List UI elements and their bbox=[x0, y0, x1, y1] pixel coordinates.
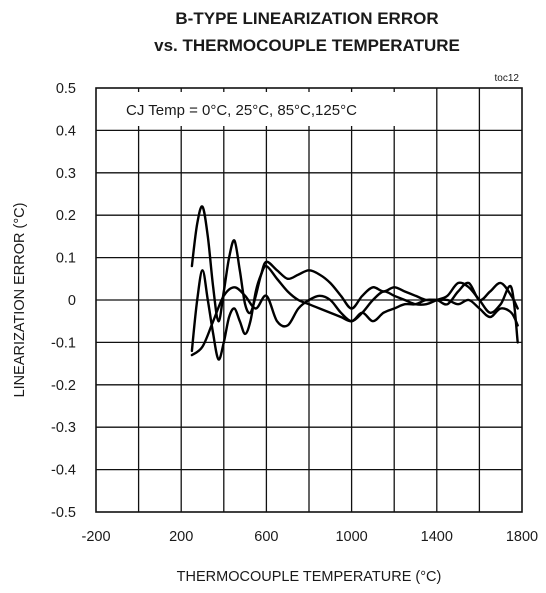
y-tick-label: 0.1 bbox=[56, 251, 76, 267]
legend-box bbox=[114, 92, 426, 126]
legend-text: CJ Temp = 0°C, 25°C, 85°C,125°C bbox=[126, 102, 357, 119]
x-tick-label: 1400 bbox=[421, 529, 453, 545]
y-tick-label: -0.4 bbox=[51, 463, 76, 479]
y-tick-label: -0.2 bbox=[51, 378, 76, 394]
series-line-2 bbox=[190, 264, 519, 361]
legend: CJ Temp = 0°C, 25°C, 85°C,125°C bbox=[114, 92, 426, 126]
x-tick-label: 200 bbox=[169, 529, 193, 545]
chart-title: B-TYPE LINEARIZATION ERROR bbox=[175, 9, 438, 28]
series-line-1 bbox=[190, 205, 519, 323]
toc-label: toc12 bbox=[495, 73, 520, 84]
x-tick-label: 600 bbox=[254, 529, 278, 545]
x-tick-label: 1000 bbox=[335, 529, 367, 545]
y-tick-label: 0.4 bbox=[56, 123, 76, 139]
y-tick-label: -0.3 bbox=[51, 420, 76, 436]
y-tick-label: 0.5 bbox=[56, 81, 76, 97]
y-tick-label: 0.3 bbox=[56, 166, 76, 182]
y-tick-label: -0.5 bbox=[51, 505, 76, 521]
y-tick-labels: 0.5 0.4 0.3 0.2 0.1 0 -0.1 -0.2 -0.3 -0.4 -0.5 bbox=[51, 81, 76, 521]
data-series bbox=[190, 205, 519, 361]
y-tick-label: -0.1 bbox=[51, 335, 76, 351]
x-tick-label: -200 bbox=[81, 529, 110, 545]
series-line-3 bbox=[190, 286, 519, 357]
y-tick-label: 0 bbox=[68, 293, 76, 309]
y-tick-label: 0.2 bbox=[56, 208, 76, 224]
x-tick-label: 1800 bbox=[506, 529, 538, 545]
x-axis-title: THERMOCOUPLE TEMPERATURE (°C) bbox=[177, 569, 442, 585]
x-tick-labels: -200 200 600 1000 1400 1800 bbox=[81, 529, 538, 545]
chart-subtitle: vs. THERMOCOUPLE TEMPERATURE bbox=[154, 36, 460, 55]
y-axis-title: LINEARIZATION ERROR (°C) bbox=[12, 203, 28, 398]
plot-frame bbox=[95, 87, 523, 513]
